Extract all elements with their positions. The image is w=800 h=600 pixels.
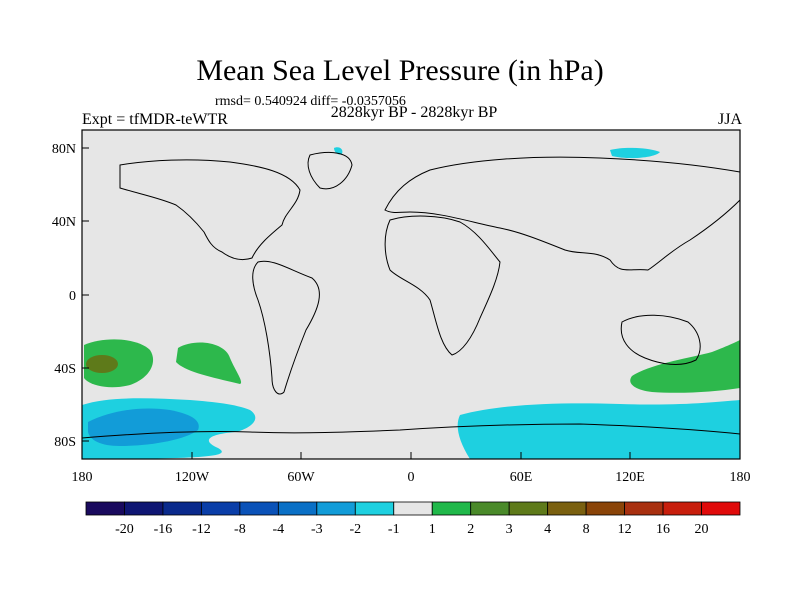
colorbar-label: 20	[695, 522, 709, 537]
colorbar-box	[508, 501, 549, 516]
colorbar-box	[701, 501, 741, 516]
colorbar-label: 3	[506, 522, 513, 537]
lat-labels: 80N 40N 0 40S 80S	[52, 142, 76, 450]
colorbar-label: 8	[583, 522, 590, 537]
lon-label-60w: 60W	[287, 470, 315, 485]
colorbar-box	[124, 501, 164, 516]
experiment-label: Expt = tfMDR-teWTR	[82, 111, 228, 128]
colorbar-box	[239, 501, 279, 516]
colorbar-label: -4	[273, 522, 285, 537]
lon-label-60e: 60E	[510, 470, 533, 485]
colorbar-label: -1	[388, 522, 400, 537]
period-label: 2828kyr BP - 2828kyr BP	[330, 104, 498, 121]
stats-label: rmsd= 0.540924 diff= -0.0357056	[215, 94, 406, 109]
colorbar-label: 1	[429, 522, 436, 537]
colorbar-box	[316, 501, 356, 516]
colorbar-label: -16	[154, 522, 173, 537]
anomaly-fields	[82, 147, 740, 459]
colorbar-label: 12	[618, 522, 632, 537]
lat-label-eq: 0	[69, 289, 76, 304]
colorbar-box	[662, 501, 702, 516]
colorbar-box	[85, 501, 125, 516]
lat-label-80s: 80S	[54, 435, 76, 450]
lat-label-80n: 80N	[52, 142, 76, 157]
coastlines	[81, 152, 741, 439]
colorbar-box	[393, 501, 433, 516]
colorbar-box	[201, 501, 241, 516]
colorbar-label: -8	[234, 522, 246, 537]
australia-coast	[620, 314, 701, 365]
colorbar-label: -2	[349, 522, 361, 537]
season-label: JJA	[717, 111, 742, 128]
north-america-coast	[119, 159, 301, 261]
lat-label-40s: 40S	[54, 362, 76, 377]
colorbar-label: -20	[115, 522, 134, 537]
south-america-coast	[252, 260, 320, 395]
europe-asia-coast	[384, 156, 741, 271]
colorbar-box	[431, 501, 472, 516]
arctic-negative-anomaly	[610, 147, 660, 159]
colorbar-box	[354, 501, 395, 516]
colorbar-box	[470, 501, 510, 516]
lat-label-40n: 40N	[52, 215, 76, 230]
positive-anomaly-region-south-pacific	[176, 342, 242, 384]
colorbar	[85, 501, 741, 516]
negative-anomaly-region-east	[457, 400, 740, 459]
lon-label-180e: 180	[730, 470, 751, 485]
colorbar-box	[585, 501, 625, 516]
greenland-coast	[307, 152, 353, 190]
colorbar-label: -12	[192, 522, 211, 537]
positive-anomaly-region-pacific	[84, 339, 154, 388]
positive-anomaly-region-australia	[630, 340, 740, 393]
antarctica-coast	[81, 423, 741, 439]
lon-label-120w: 120W	[175, 470, 210, 485]
chart-title: Mean Sea Level Pressure (in hPa)	[196, 54, 604, 87]
colorbar-label: -3	[311, 522, 323, 537]
colorbar-box	[624, 501, 664, 516]
colorbar-label: 4	[544, 522, 551, 537]
strong-positive-anomaly	[86, 355, 118, 373]
strong-negative-anomaly-region	[88, 408, 199, 446]
lon-label-120e: 120E	[615, 470, 645, 485]
lon-ticks	[81, 452, 741, 459]
africa-coast	[384, 215, 501, 356]
colorbar-labels: -20 -16 -12 -8 -4 -3 -2 -1 1 2 3 4 8 12 16 20	[115, 522, 708, 537]
colorbar-label: 16	[656, 522, 670, 537]
colorbar-box	[547, 501, 587, 516]
lon-label-0: 0	[408, 470, 415, 485]
lon-label-180w: 180	[72, 470, 93, 485]
colorbar-label: 2	[467, 522, 474, 537]
lat-ticks	[82, 147, 89, 442]
colorbar-box	[277, 501, 318, 516]
lon-labels: 180 120W 60W 0 60E 120E 180	[72, 470, 751, 485]
colorbar-box	[162, 501, 202, 516]
